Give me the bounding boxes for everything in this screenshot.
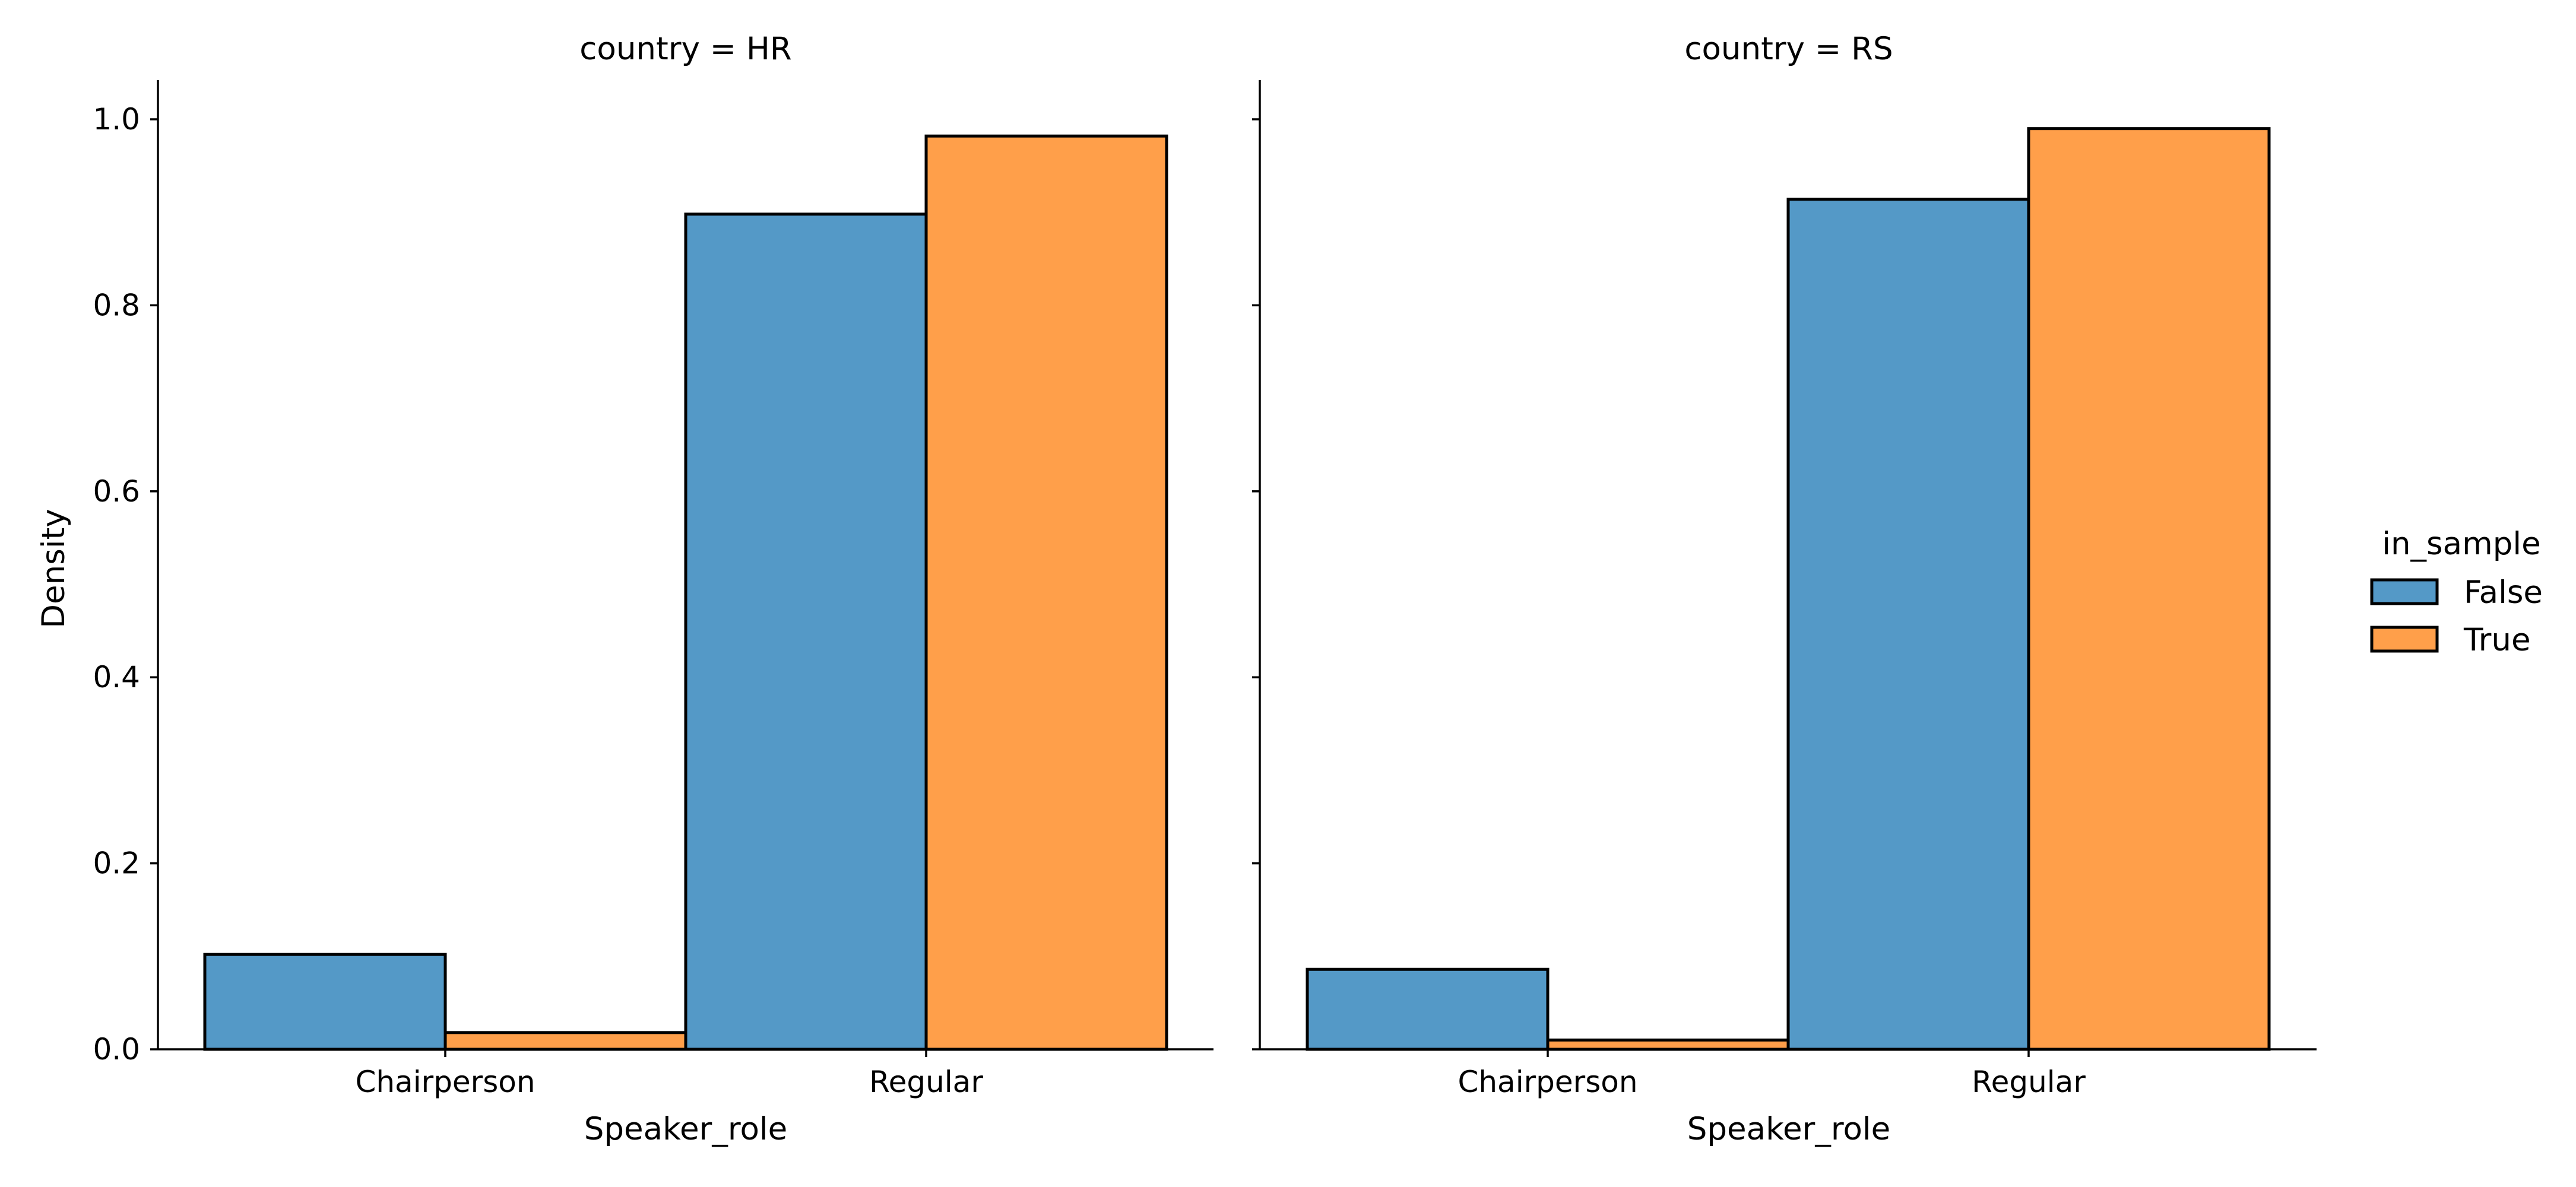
- bar-chairperson-true: [443, 1031, 687, 1051]
- legend-title: in_sample: [2382, 526, 2541, 562]
- y-axis-title: Density: [36, 509, 72, 629]
- bar-regular-false: [684, 212, 928, 1051]
- x-tick-label: Chairperson: [355, 1065, 535, 1099]
- x-tick-label: Regular: [869, 1065, 983, 1099]
- legend-swatch-true: [2370, 626, 2439, 653]
- x-tick-label: Regular: [1972, 1065, 2086, 1099]
- legend: in_sample False True: [2370, 526, 2543, 658]
- bar-regular-true: [924, 134, 1168, 1051]
- y-tick-label: 0.4: [93, 660, 140, 694]
- x-tick-label: Chairperson: [1457, 1065, 1637, 1099]
- y-tick-label: 0.2: [93, 846, 140, 881]
- x-axis-title-rs: Speaker_role: [1687, 1111, 1890, 1147]
- bar-chairperson-true: [1546, 1038, 1790, 1051]
- bar-chairperson-false: [1306, 967, 1550, 1051]
- panel-hr: country = HR Density Speaker_role 0.0 0.2…: [36, 31, 1213, 1147]
- x-axis-title-hr: Speaker_role: [584, 1111, 787, 1147]
- y-tick-label: 0.6: [93, 474, 140, 509]
- legend-label-false: False: [2464, 575, 2543, 611]
- legend-label-true: True: [2463, 622, 2531, 658]
- y-tick-label: 0.8: [93, 288, 140, 322]
- y-tick-label: 0.0: [93, 1032, 140, 1067]
- bar-chairperson-false: [203, 953, 447, 1051]
- panel-title-rs: country = RS: [1684, 31, 1893, 67]
- panel-rs: country = RS Speaker_role Chairperson Reg…: [1252, 31, 2317, 1147]
- bar-regular-false: [1786, 198, 2030, 1051]
- panel-title-hr: country = HR: [579, 31, 791, 67]
- y-tick-label: 1.0: [93, 102, 140, 137]
- legend-swatch-false: [2370, 578, 2439, 605]
- bar-regular-true: [2027, 127, 2271, 1051]
